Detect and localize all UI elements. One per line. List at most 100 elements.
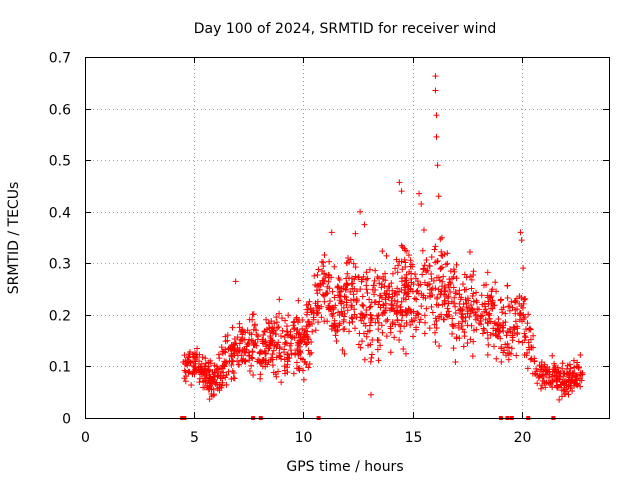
data-point [399, 312, 406, 319]
data-point [191, 370, 198, 377]
data-point [332, 332, 339, 339]
data-point [394, 316, 401, 323]
data-point [293, 359, 300, 366]
data-point [432, 73, 439, 80]
data-point [387, 323, 394, 330]
data-point [200, 378, 207, 385]
data-point [426, 292, 433, 299]
data-point [463, 274, 470, 281]
data-point [467, 336, 474, 343]
data-point [431, 329, 438, 336]
data-point [517, 312, 524, 319]
data-point [273, 354, 280, 361]
data-point [493, 332, 500, 339]
data-point [450, 284, 457, 291]
data-point [481, 308, 488, 315]
data-point [422, 295, 429, 302]
data-point [333, 337, 340, 344]
data-point [274, 325, 281, 332]
data-point [182, 357, 189, 364]
data-point [412, 275, 419, 282]
data-point [321, 271, 328, 278]
data-point [449, 321, 456, 328]
data-point [509, 330, 516, 337]
data-point [305, 336, 312, 343]
data-point [368, 391, 375, 398]
data-point [450, 345, 457, 352]
data-point [254, 336, 261, 343]
axes: 0 5 10 15 20 0 0.1 0.2 0.3 0.4 0.5 0.6 0.7 [49, 51, 609, 446]
data-point [432, 243, 439, 250]
data-point [246, 336, 253, 343]
y-tick-label: 0 [62, 412, 71, 428]
data-point [449, 275, 456, 282]
data-point [199, 354, 206, 361]
data-point [273, 331, 280, 338]
data-point [500, 319, 507, 326]
data-point [182, 378, 189, 385]
data-point [263, 350, 270, 357]
data-point [364, 290, 371, 297]
data-point [429, 309, 436, 316]
data-point [352, 264, 359, 271]
data-point [550, 376, 557, 383]
data-point [246, 367, 253, 374]
data-point [484, 351, 491, 358]
data-point [348, 314, 355, 321]
data-point [500, 304, 507, 311]
data-point [361, 314, 368, 321]
data-point [312, 281, 319, 288]
data-point [409, 288, 416, 295]
data-point [542, 366, 549, 373]
data-point [328, 274, 335, 281]
data-point [321, 298, 328, 305]
data-point [225, 345, 232, 352]
data-point [281, 367, 288, 374]
data-point [546, 380, 553, 387]
data-point [517, 229, 524, 236]
data-point [398, 317, 405, 324]
data-point [326, 298, 333, 305]
data-point [372, 267, 379, 274]
data-point [479, 301, 486, 308]
data-point [481, 300, 488, 307]
data-point [371, 299, 378, 306]
data-point [249, 316, 256, 323]
data-point [235, 361, 242, 368]
data-point [309, 320, 316, 327]
data-point [531, 357, 538, 364]
data-point [223, 381, 230, 388]
data-point [192, 366, 199, 373]
data-point [556, 396, 563, 403]
data-point [299, 356, 306, 363]
data-point [467, 310, 474, 317]
data-point [563, 371, 570, 378]
data-point [225, 368, 232, 375]
data-point [367, 358, 374, 365]
data-point [321, 292, 328, 299]
x-tick-label: 5 [190, 430, 199, 446]
data-point [335, 275, 342, 282]
data-point [393, 311, 400, 318]
data-point [447, 288, 454, 295]
data-point [334, 283, 341, 290]
data-point [421, 330, 428, 337]
data-point [549, 368, 556, 375]
data-point [216, 381, 223, 388]
data-point [181, 352, 188, 359]
data-point [557, 381, 564, 388]
data-point [366, 266, 373, 273]
data-point [201, 365, 208, 372]
data-point [451, 322, 458, 329]
data-point [561, 391, 568, 398]
data-point [408, 309, 415, 316]
data-point [285, 312, 292, 319]
data-point [250, 340, 257, 347]
data-point [467, 273, 474, 280]
data-point [350, 291, 357, 298]
data-point [466, 313, 473, 320]
data-point [276, 345, 283, 352]
data-point [311, 272, 318, 279]
data-point [432, 339, 439, 346]
data-point [219, 350, 226, 357]
